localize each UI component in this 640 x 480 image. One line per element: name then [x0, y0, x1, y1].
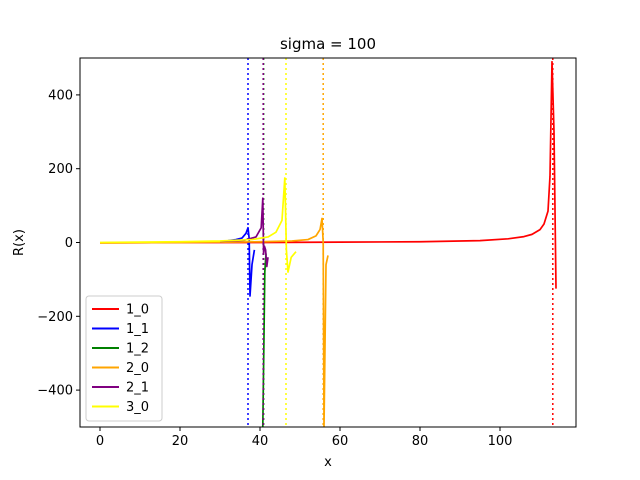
legend-item-3_0: 3_0: [92, 400, 149, 415]
chart-title: sigma = 100: [280, 35, 376, 53]
series-line-1_1: [227, 226, 256, 297]
series-2_0: [99, 58, 329, 427]
series-line-3_0: [99, 177, 297, 273]
y-tick-label: −400: [37, 384, 73, 399]
series-1_0: [99, 58, 557, 427]
legend-label: 3_0: [126, 400, 149, 415]
series-line-2_1: [219, 197, 269, 268]
plot-area: [99, 58, 557, 427]
series-line-1_2: [261, 253, 267, 427]
legend-item-2_1: 2_1: [92, 381, 149, 396]
y-axis-label: R(x): [12, 229, 27, 256]
y-axis: −400 −200 0 200 400: [37, 88, 80, 399]
y-tick-label: −200: [37, 310, 73, 325]
legend-item-1_2: 1_2: [92, 342, 149, 357]
legend-label: 1_1: [126, 322, 149, 337]
x-tick-label: 40: [252, 434, 269, 449]
series-line-1_0: [99, 60, 557, 289]
legend-label: 2_0: [126, 361, 149, 376]
x-axis-label: x: [324, 455, 332, 470]
legend-item-1_0: 1_0: [92, 303, 149, 318]
series-line-2_0: [99, 217, 329, 427]
series-2_1: [219, 58, 269, 427]
x-tick-label: 20: [172, 434, 189, 449]
legend-label: 2_1: [126, 381, 149, 396]
series-3_0: [99, 58, 297, 427]
y-tick-label: 0: [65, 236, 73, 251]
x-tick-label: 100: [488, 434, 513, 449]
x-tick-label: 60: [332, 434, 349, 449]
legend-item-1_1: 1_1: [92, 322, 149, 337]
legend-box: [85, 295, 163, 422]
x-tick-label: 80: [412, 434, 429, 449]
x-axis: 0 20 40 60 80 100: [96, 427, 513, 449]
series-1_1: [227, 58, 256, 427]
legend-label: 1_0: [126, 303, 149, 318]
x-tick-label: 0: [96, 434, 104, 449]
legend-label: 1_2: [126, 342, 149, 357]
legend-item-2_0: 2_0: [92, 361, 149, 376]
y-tick-label: 400: [48, 88, 73, 103]
y-tick-label: 200: [48, 162, 73, 177]
legend: 1_0 1_1 1_2 2_0 2_1 3_0: [85, 295, 163, 422]
